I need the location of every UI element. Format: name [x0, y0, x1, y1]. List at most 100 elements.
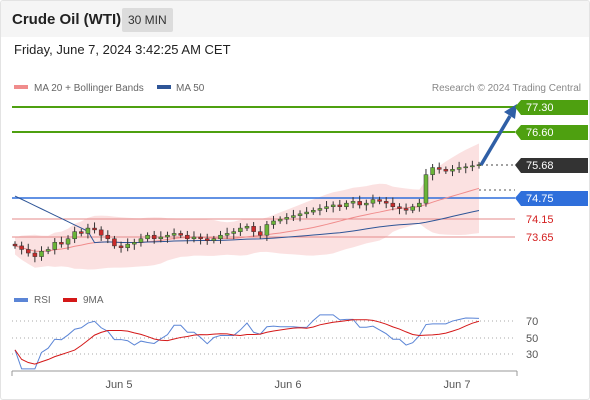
candle-body — [370, 199, 376, 204]
candle-body — [145, 234, 150, 240]
candle — [171, 228, 177, 240]
candle-body — [85, 227, 91, 234]
candle — [377, 196, 382, 205]
candle — [271, 215, 276, 229]
candle — [403, 203, 409, 215]
candle-body — [92, 227, 97, 231]
candle-body — [277, 218, 283, 222]
level-label-73-65: 73.65 — [526, 232, 554, 244]
candle — [430, 163, 435, 181]
candle-body — [251, 226, 256, 232]
candle — [370, 194, 376, 208]
projection-arrow-head — [504, 104, 517, 119]
candle — [397, 203, 402, 215]
candle — [357, 195, 362, 209]
rsi-line — [14, 314, 480, 370]
candle — [92, 222, 97, 234]
level-tag-76-60: 76.60 — [515, 125, 588, 140]
candle-body — [39, 250, 44, 257]
candle-body — [231, 231, 236, 234]
candle — [238, 223, 243, 236]
candle — [59, 236, 64, 248]
rsi-legend-swatch — [14, 298, 28, 302]
candle — [79, 228, 84, 237]
rsi-legend-label: RSI — [34, 295, 51, 306]
rsi-ma-legend-swatch — [63, 298, 77, 302]
candle-body — [337, 204, 343, 207]
rsi-ma-line — [14, 319, 480, 365]
chart-datetime: Friday, June 7, 2024 3:42:25 AM CET — [14, 42, 231, 57]
candle-body — [151, 234, 157, 240]
svg-text:75.68: 75.68 — [526, 160, 554, 172]
candle — [112, 235, 117, 249]
candle-body — [258, 231, 263, 236]
candle-body — [284, 217, 290, 220]
candle — [45, 246, 51, 255]
candle-body — [171, 233, 177, 236]
candle — [297, 210, 303, 222]
candle — [32, 249, 38, 263]
candle-body — [430, 167, 435, 175]
candle — [105, 230, 111, 244]
candle — [450, 165, 455, 177]
candle — [410, 203, 415, 214]
candle-body — [125, 243, 130, 248]
candle — [350, 197, 356, 209]
candle-body — [112, 238, 117, 247]
candle-body — [436, 167, 442, 170]
candle — [218, 230, 223, 244]
candle — [324, 201, 329, 213]
candle — [158, 231, 164, 243]
candle — [191, 231, 197, 243]
level-tag-77-30: 77.30 — [515, 100, 588, 115]
candle — [151, 230, 157, 244]
candle — [456, 161, 462, 173]
candle — [463, 163, 468, 174]
candle-body — [377, 199, 382, 202]
candle-body — [357, 201, 362, 206]
candle — [224, 227, 230, 239]
rsi-level-30: 30 — [526, 349, 538, 361]
candle — [185, 230, 190, 244]
candle — [132, 238, 137, 250]
ma50-line — [14, 195, 480, 244]
candle — [251, 222, 256, 237]
candle-body — [204, 238, 210, 241]
candle — [178, 230, 183, 239]
candle-body — [264, 224, 270, 236]
candle — [19, 241, 24, 255]
candle-body — [330, 204, 336, 207]
candle-body — [317, 208, 323, 211]
candle-body — [191, 236, 197, 240]
candle — [52, 238, 58, 255]
candle-body — [138, 238, 144, 243]
candle-body — [397, 206, 402, 209]
ma20-legend-swatch — [14, 85, 28, 89]
candle — [436, 162, 442, 174]
rsi-level-50: 50 — [526, 333, 538, 345]
instrument-title: Crude Oil (WTI) — [12, 11, 122, 28]
candles — [12, 160, 482, 263]
candle — [423, 168, 429, 207]
candle-body — [297, 213, 303, 216]
level-tag-74-75: 74.75 — [515, 191, 588, 206]
candle — [244, 223, 250, 231]
candle-body — [211, 238, 217, 241]
x-label-jun6: Jun 6 — [275, 379, 302, 391]
svg-text:74.75: 74.75 — [526, 193, 554, 205]
candle — [311, 207, 316, 215]
candle-body — [410, 206, 415, 211]
candle-body — [118, 245, 124, 248]
candle — [204, 233, 210, 245]
candle-body — [476, 164, 482, 167]
timeframe-badge[interactable]: 30 MIN — [122, 8, 173, 32]
candle — [284, 213, 290, 225]
candle-body — [19, 245, 24, 250]
candle — [198, 233, 203, 245]
candle — [211, 235, 217, 244]
candle-body — [311, 210, 316, 213]
candle-body — [417, 202, 422, 207]
candle-body — [79, 231, 84, 234]
candle — [264, 220, 270, 241]
